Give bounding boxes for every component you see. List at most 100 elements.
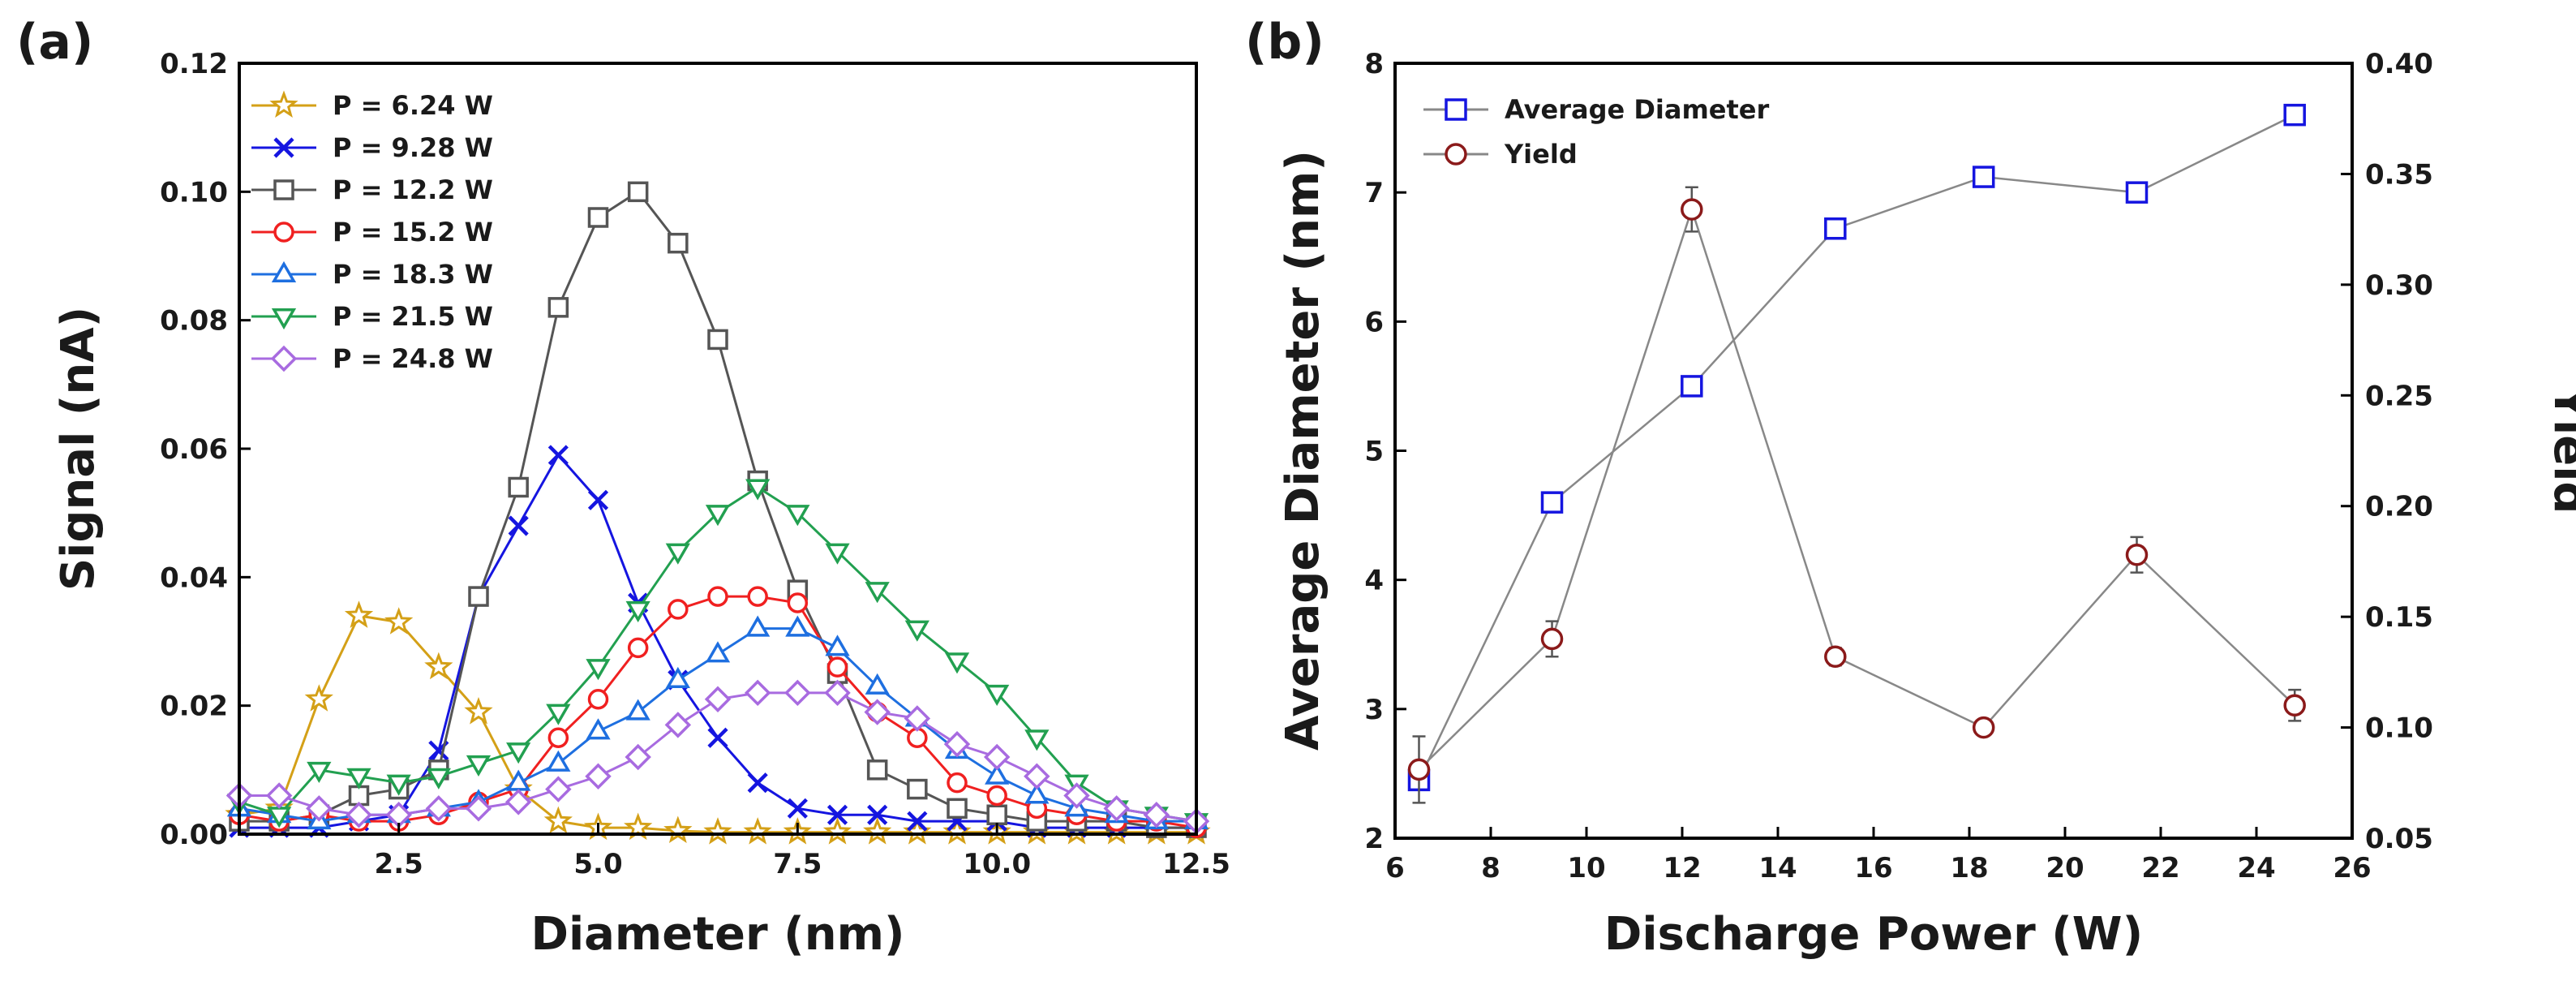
panel-b-legend: Average Diameter Yield [1423,94,1769,170]
data-point [743,817,772,845]
data-point [947,772,968,794]
data-point [824,679,851,707]
legend-marker [270,345,298,372]
data-point [704,686,732,712]
data-point [384,607,414,635]
y-tick-label: 0.00 [160,819,228,851]
legend-label: P = 18.3 W [333,259,493,290]
x-tick-label: 6 [1385,852,1405,884]
series-p-24-8-w [225,679,1210,835]
y-tick-label: 5 [1364,436,1384,468]
series-p-6-24-w [225,600,1211,845]
data-point [825,543,850,565]
panel-a-series [225,181,1211,845]
data-point [1540,491,1564,514]
data-point [747,586,768,607]
data-point [863,817,892,845]
data-point [865,582,890,604]
data-point [707,329,728,351]
x-tick-label: 2.5 [375,848,423,880]
data-point [464,697,493,725]
y-tick-label: 0.06 [160,433,228,466]
data-point [2125,181,2149,204]
x-tick-label: 16 [1854,852,1892,884]
data-point [665,666,690,688]
series-line [1418,206,2296,771]
data-point [943,730,971,758]
legend-label: P = 6.24 W [333,90,493,121]
panel-a-x-axis-title: Diameter (nm) [530,908,904,961]
data-point [1972,716,1995,739]
data-point [508,515,529,536]
legend-marker [269,90,298,118]
data-point [787,592,809,613]
data-point [663,815,693,844]
y-tick-label: 0.02 [160,691,228,723]
data-point [1063,782,1090,809]
legend-label: P = 9.28 W [333,132,493,163]
data-point [265,782,293,809]
y-tick-label: 3 [1364,694,1384,726]
legend-label: Yield [1504,139,1578,170]
panel-a-x-ticks: 2.5 5.0 7.5 10.0 12.5 [375,823,1230,880]
x-tick-label: 12 [1663,852,1701,884]
data-point [465,795,492,822]
data-point [825,635,850,656]
data-point [907,778,928,800]
y2-tick-label: 0.20 [2365,491,2433,523]
panel-b-y2-axis-title: Yield [2544,385,2576,514]
panel-b: (b) 6 8 10 12 14 16 18 20 22 24 26 2 3 4 5 6 7 8 0.05 0.1… [1245,14,2576,961]
data-point [705,505,731,527]
data-point [785,615,810,637]
panel-b-y-axis-title: Average Diameter (nm) [1277,150,1329,751]
data-point [1143,802,1170,828]
data-point [664,712,692,738]
data-point [668,232,689,254]
data-point [703,817,732,845]
series-p-12-2-w [229,181,1207,838]
data-point [506,742,531,764]
data-point [587,489,609,510]
data-point [586,718,611,740]
legend-marker [273,222,294,243]
data-point [344,600,374,628]
data-point [627,181,649,203]
data-point [1024,782,1050,804]
data-point [2283,694,2306,717]
data-point [705,641,731,663]
panel-b-y-ticks: 2 3 4 5 6 7 8 [1364,48,1406,855]
data-point [1824,217,1847,240]
series-yield [1407,186,2306,804]
data-point [745,615,771,637]
y-tick-label: 2 [1364,823,1384,855]
y-tick-label: 8 [1364,48,1384,80]
data-point [707,586,728,607]
data-point [466,755,492,777]
panel-b-label: (b) [1245,14,1324,71]
x-tick-label: 22 [2141,852,2179,884]
data-point [904,620,930,642]
y-tick-label: 0.10 [160,176,228,209]
data-point [587,689,609,710]
y2-tick-label: 0.10 [2365,712,2433,745]
y2-tick-label: 0.05 [2365,823,2433,855]
data-point [2283,103,2306,127]
legend-label: P = 21.5 W [333,301,493,332]
panel-a-y-axis-title: Signal (nA) [52,307,105,591]
data-point [867,804,888,825]
panel-b-frame [1393,62,2354,840]
data-point [1024,763,1050,790]
data-point [747,772,768,794]
data-point [306,795,333,822]
data-point [625,699,650,721]
y2-tick-label: 0.40 [2365,48,2433,80]
data-point [468,586,489,607]
data-point [585,763,612,790]
x-tick-label: 12.5 [1162,848,1230,880]
data-point [947,798,968,820]
data-point [745,479,771,501]
panel-b-series [1407,103,2306,804]
data-point [587,207,609,228]
series-p-18-3-w [226,615,1209,830]
